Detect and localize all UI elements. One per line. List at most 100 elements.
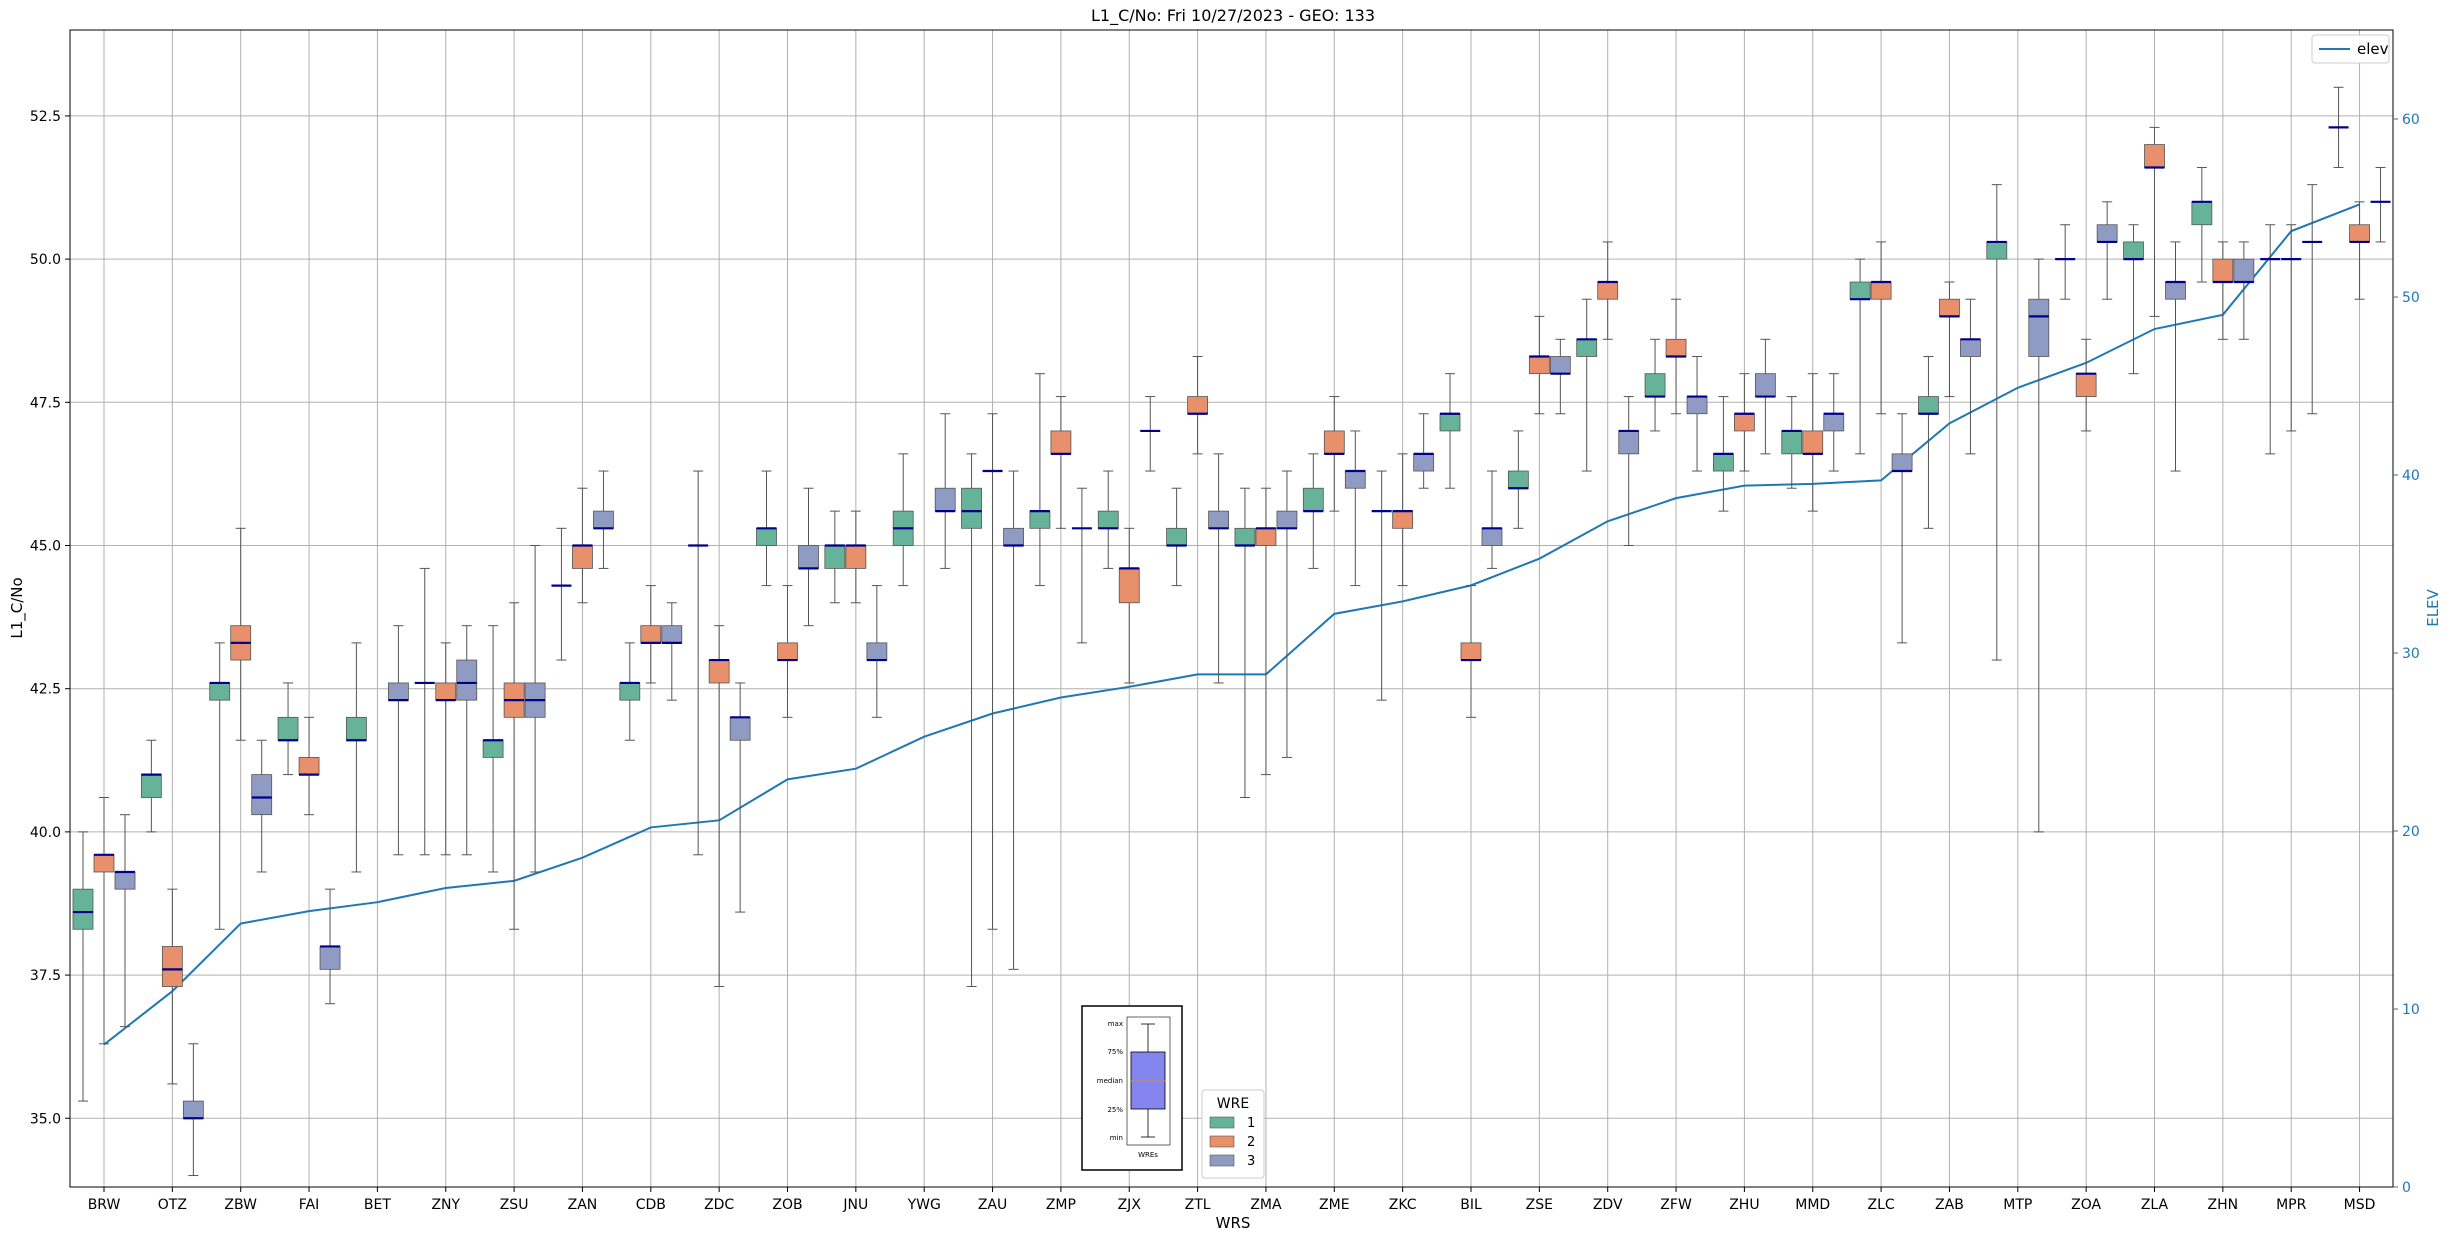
iqr-box	[1781, 430, 1803, 455]
iqr-box	[1302, 487, 1324, 512]
box-zny-wre1	[414, 567, 435, 856]
iqr-box	[298, 757, 320, 776]
box-zoa-wre2	[2075, 338, 2097, 432]
x-tick-label: ZHN	[2208, 1197, 2239, 1213]
box-fai-wre1	[277, 682, 299, 776]
x-tick-label: MSD	[2344, 1197, 2376, 1213]
iqr-box	[1413, 453, 1435, 472]
box-ztl-wre3	[1208, 453, 1229, 684]
key-label-median: median	[1097, 1077, 1123, 1085]
box-bet-wre1	[345, 642, 367, 873]
iqr-box	[2096, 224, 2118, 243]
x-tick-label: ZSU	[500, 1197, 529, 1213]
iqr-box	[1507, 470, 1529, 489]
y-axis: 35.0 37.5 40.0 42.5 45.0 47.5 50.0 52.5	[30, 109, 70, 1127]
iqr-box	[1755, 373, 1776, 397]
iqr-box	[1713, 453, 1734, 472]
wre-legend-label-2: 2	[1247, 1135, 1255, 1150]
iqr-box	[934, 487, 956, 512]
box-zhu-wre1	[1713, 396, 1734, 512]
box-zbw-wre3	[251, 739, 273, 873]
box-zhu-wre2	[1734, 373, 1755, 472]
iqr-box	[1618, 430, 1640, 455]
iqr-box	[1234, 527, 1256, 546]
box-zny-wre2	[435, 642, 457, 856]
box-zmp-wre2	[1050, 396, 1072, 529]
box-zan-wre2	[572, 487, 593, 604]
box-zab-wre2	[1939, 281, 1960, 398]
elevation-line	[103, 203, 2360, 1046]
box-zbw-wre1	[209, 642, 231, 930]
iqr-box	[1849, 281, 1871, 300]
x-axis: BRW OTZ ZBW FAI BET ZNY ZSU ZAN CDB ZDC ZOB JNU YWG Z…	[88, 1187, 2376, 1213]
box-cdb-wre2	[640, 585, 662, 684]
x-tick-label: ZME	[1319, 1197, 1350, 1213]
key-xlabel: WREs	[1138, 1151, 1158, 1159]
x-tick-label: ZTL	[1185, 1197, 1211, 1213]
box-brw-wre2	[93, 797, 115, 1045]
iqr-box	[729, 716, 751, 741]
y2-tick-label: 40	[2402, 468, 2420, 484]
iqr-box	[640, 625, 662, 644]
box-zsu-wre2	[503, 602, 525, 930]
box-zan-wre3	[593, 470, 614, 569]
iqr-box	[1686, 396, 1708, 415]
x-tick-label: MTP	[2003, 1197, 2032, 1213]
wre-legend-title: WRE	[1217, 1096, 1249, 1112]
key-label-q1: 25%	[1107, 1106, 1123, 1114]
iqr-box	[114, 871, 136, 890]
box-zma-wre1	[1234, 487, 1256, 799]
box-zsu-wre1	[482, 625, 504, 873]
iqr-box	[435, 682, 457, 701]
box-zhu-wre3	[1755, 338, 1776, 455]
y-tick-label: 35.0	[30, 1111, 61, 1127]
wre-legend-swatch-1	[1209, 1116, 1235, 1129]
wre-legend-label-3: 3	[1247, 1154, 1255, 1169]
iqr-box	[2144, 144, 2165, 168]
iqr-box	[1549, 356, 1571, 375]
box-zoa-wre1	[2055, 224, 2076, 300]
box-zkc-wre2	[1392, 453, 1414, 587]
box-zjx-wre1	[1097, 470, 1119, 569]
iqr-box	[1597, 281, 1619, 300]
box-brw-wre1	[72, 831, 94, 1102]
box-zme-wre2	[1323, 396, 1345, 512]
x-tick-label: BET	[364, 1197, 391, 1213]
y-tick-label: 40.0	[30, 825, 61, 841]
iqr-box	[1187, 396, 1208, 415]
iqr-box	[1960, 338, 1981, 357]
grid-lines	[70, 30, 2393, 1187]
box-ywg-wre1	[892, 453, 914, 587]
box-zob-wre1	[756, 470, 777, 587]
box-jnu-wre3	[866, 585, 888, 718]
iqr-box	[1986, 241, 2008, 260]
iqr-box	[140, 774, 162, 798]
iqr-box	[2212, 258, 2234, 283]
y-tick-label: 37.5	[30, 968, 61, 984]
wre-legend-swatch-3	[1209, 1154, 1235, 1167]
box-zob-wre2	[777, 585, 798, 718]
iqr-box	[1029, 510, 1051, 529]
box-zma-wre2	[1255, 487, 1277, 776]
box-zkc-wre3	[1413, 413, 1435, 489]
iqr-box	[161, 946, 183, 987]
iqr-box	[251, 774, 273, 816]
x-tick-label: MPR	[2276, 1197, 2307, 1213]
y2-axis-label: ELEV	[2424, 588, 2442, 626]
y-tick-label: 45.0	[30, 538, 61, 554]
iqr-box	[1460, 642, 1482, 661]
iqr-box	[1344, 470, 1366, 489]
box-zdc-wre2	[708, 625, 730, 988]
iqr-box	[1323, 430, 1345, 455]
chart-title: L1_C/No: Fri 10/27/2023 - GEO: 133	[1091, 6, 1375, 26]
iqr-box	[1050, 430, 1072, 455]
iqr-box	[1003, 527, 1024, 546]
box-zdv-wre1	[1576, 298, 1598, 472]
iqr-box	[756, 527, 777, 546]
iqr-box	[593, 510, 614, 529]
box-bil-wre3	[1481, 470, 1503, 569]
y-tick-label: 52.5	[30, 109, 61, 125]
iqr-box	[1918, 396, 1939, 415]
iqr-box	[1118, 568, 1140, 604]
box-zlc-wre3	[1891, 413, 1913, 644]
